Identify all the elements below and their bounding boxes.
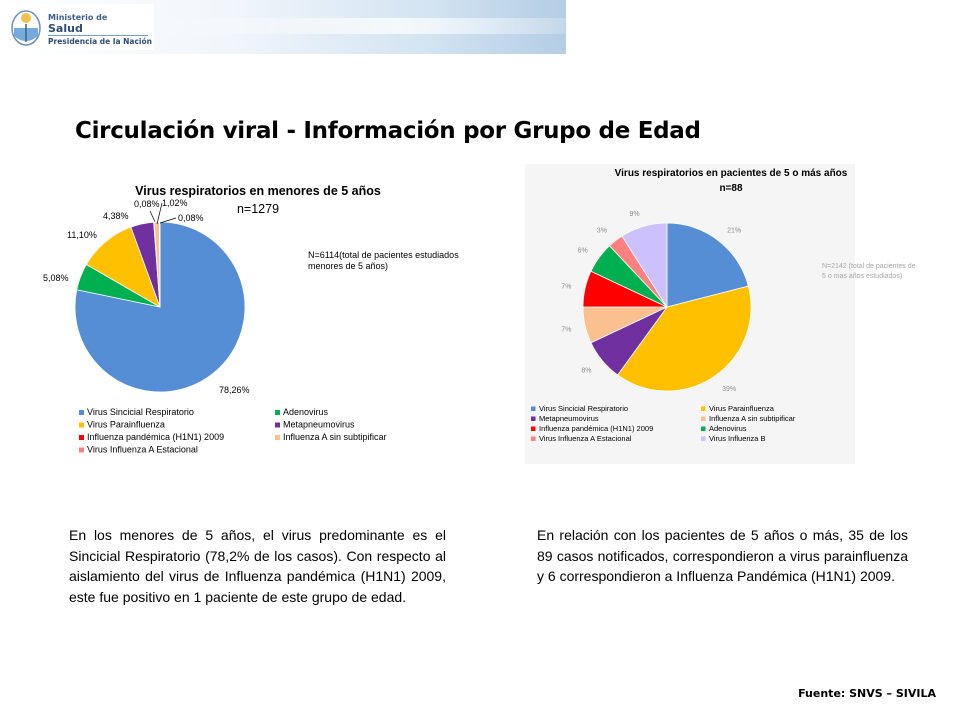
chart2-slice-virus-sincicial-respiratorio bbox=[666, 222, 749, 308]
chart2-data-label: 7% bbox=[561, 326, 571, 333]
chart2-legend-item-adenovirus: Adenovirus bbox=[709, 424, 747, 433]
chart1-legend-item-metapneumovirus: Metapneumovirus bbox=[283, 420, 355, 430]
logo-line-1: Ministerio de bbox=[48, 13, 108, 22]
chart1-legend-item-virus-parainfluenza: Virus Parainfluenza bbox=[87, 420, 165, 430]
left-paragraph: En los menores de 5 años, el virus predo… bbox=[69, 527, 446, 605]
chart1-subtitle: n=1279 bbox=[237, 202, 279, 216]
chart2-data-label: 9% bbox=[630, 211, 640, 218]
chart1-data-label: 4,38% bbox=[103, 211, 129, 221]
chart2-slice-virus-influenza-b bbox=[621, 222, 668, 309]
ministry-logo: Ministerio de Salud Presidencia de la Na… bbox=[4, 4, 154, 50]
chart1-leader-line bbox=[159, 217, 177, 224]
chart2-legend-swatch bbox=[531, 416, 536, 421]
chart1-legend-item-influenza-a-sin-subtipificar: Influenza A sin subtipificar bbox=[283, 432, 387, 442]
chart1-legend-swatch bbox=[79, 435, 84, 440]
chart2-legend-item-virus-sincicial-respiratorio: Virus Sincicial Respiratorio bbox=[539, 404, 628, 413]
chart1-legend-item-virus-influenza-a-estacional: Virus Influenza A Estacional bbox=[87, 445, 198, 455]
chart1-legend-swatch bbox=[275, 422, 280, 428]
coat-of-arms-icon bbox=[11, 10, 41, 46]
chart1-legend-swatch bbox=[79, 422, 84, 428]
chart2-legend-swatch bbox=[701, 426, 706, 431]
logo-divider bbox=[48, 35, 148, 36]
chart2-slice-virus-parainfluenza bbox=[617, 285, 752, 392]
chart1-legend-swatch bbox=[79, 410, 84, 415]
chart2-annotation-line: 5 o mas años estudiados) bbox=[822, 273, 902, 280]
chart2-legend-swatch bbox=[531, 436, 536, 441]
page-title: Circulación viral - Información por Grup… bbox=[75, 118, 701, 144]
logo-line-2: Salud bbox=[48, 22, 83, 35]
chart2-legend-swatch bbox=[701, 436, 706, 441]
source-note: Fuente: SNVS – SIVILA bbox=[798, 687, 936, 700]
chart1-legend-swatch bbox=[275, 410, 280, 415]
chart1-data-label: 0,08% bbox=[178, 213, 204, 223]
right-paragraph: En relación con los pacientes de 5 años … bbox=[537, 527, 908, 584]
chart2-data-label: 21% bbox=[727, 228, 741, 235]
chart2-legend-item-virus-influenza-a-estacional: Virus Influenza A Estacional bbox=[539, 434, 632, 443]
chart1-title: Virus respiratorios en menores de 5 años bbox=[135, 184, 381, 198]
logo-line-3: Presidencia de la Nación bbox=[48, 37, 152, 46]
chart2-legend-swatch bbox=[701, 416, 706, 421]
chart1-annotation-line: menores de 5 años) bbox=[308, 261, 388, 271]
chart2-legend-swatch bbox=[531, 426, 536, 431]
chart2-legend-swatch bbox=[701, 406, 706, 411]
chart2-data-label: 3% bbox=[597, 228, 607, 235]
chart1-data-label: 0,08% bbox=[134, 199, 160, 209]
chart1-data-label: 78,26% bbox=[219, 385, 250, 395]
chart1-legend-item-virus-sincicial-respiratorio: Virus Sincicial Respiratorio bbox=[87, 407, 194, 417]
chart1-data-label: 1,02% bbox=[162, 198, 188, 208]
chart2-data-label: 8% bbox=[581, 367, 591, 374]
chart1-annotation-line: N=6114(total de pacientes estudiados bbox=[308, 250, 459, 260]
chart2-data-label: 39% bbox=[722, 386, 736, 393]
chart2-legend-swatch bbox=[531, 406, 536, 411]
chart2-legend-item-influenza-pandemica-h1n1-2009: Influenza pandémica (H1N1) 2009 bbox=[539, 424, 653, 433]
chart2-data-label: 7% bbox=[561, 284, 571, 291]
chart1-legend-swatch bbox=[275, 435, 280, 440]
chart2-annotation-line: N=2142 (total de pacientes de bbox=[822, 263, 916, 270]
chart1-data-label: 5,08% bbox=[43, 273, 69, 283]
chart1-legend-item-influenza-pandemica-h1n1-2009: Influenza pandémica (H1N1) 2009 bbox=[87, 432, 224, 442]
chart2-data-label: 6% bbox=[578, 247, 588, 254]
chart2-legend-item-metapneumovirus: Metapneumovirus bbox=[539, 414, 599, 423]
chart1-leader-line bbox=[156, 202, 163, 225]
chart1-data-label: 11,10% bbox=[67, 230, 97, 240]
chart2-legend-item-influenza-a-sin-subtipificar: Influenza A sin subtipificar bbox=[709, 414, 796, 423]
chart2-legend-item-virus-influenza-b: Virus Influenza B bbox=[709, 434, 766, 443]
chart2-subtitle: n=88 bbox=[719, 183, 743, 194]
chart1-legend-item-adenovirus: Adenovirus bbox=[283, 407, 329, 417]
chart2-legend-item-virus-parainfluenza: Virus Parainfluenza bbox=[709, 404, 775, 413]
banner-stripe bbox=[150, 18, 566, 34]
header-banner: Ministerio de Salud Presidencia de la Na… bbox=[0, 0, 566, 54]
chart1-legend-swatch bbox=[79, 447, 84, 453]
chart2-title: Virus respiratorios en pacientes de 5 o … bbox=[615, 168, 848, 179]
